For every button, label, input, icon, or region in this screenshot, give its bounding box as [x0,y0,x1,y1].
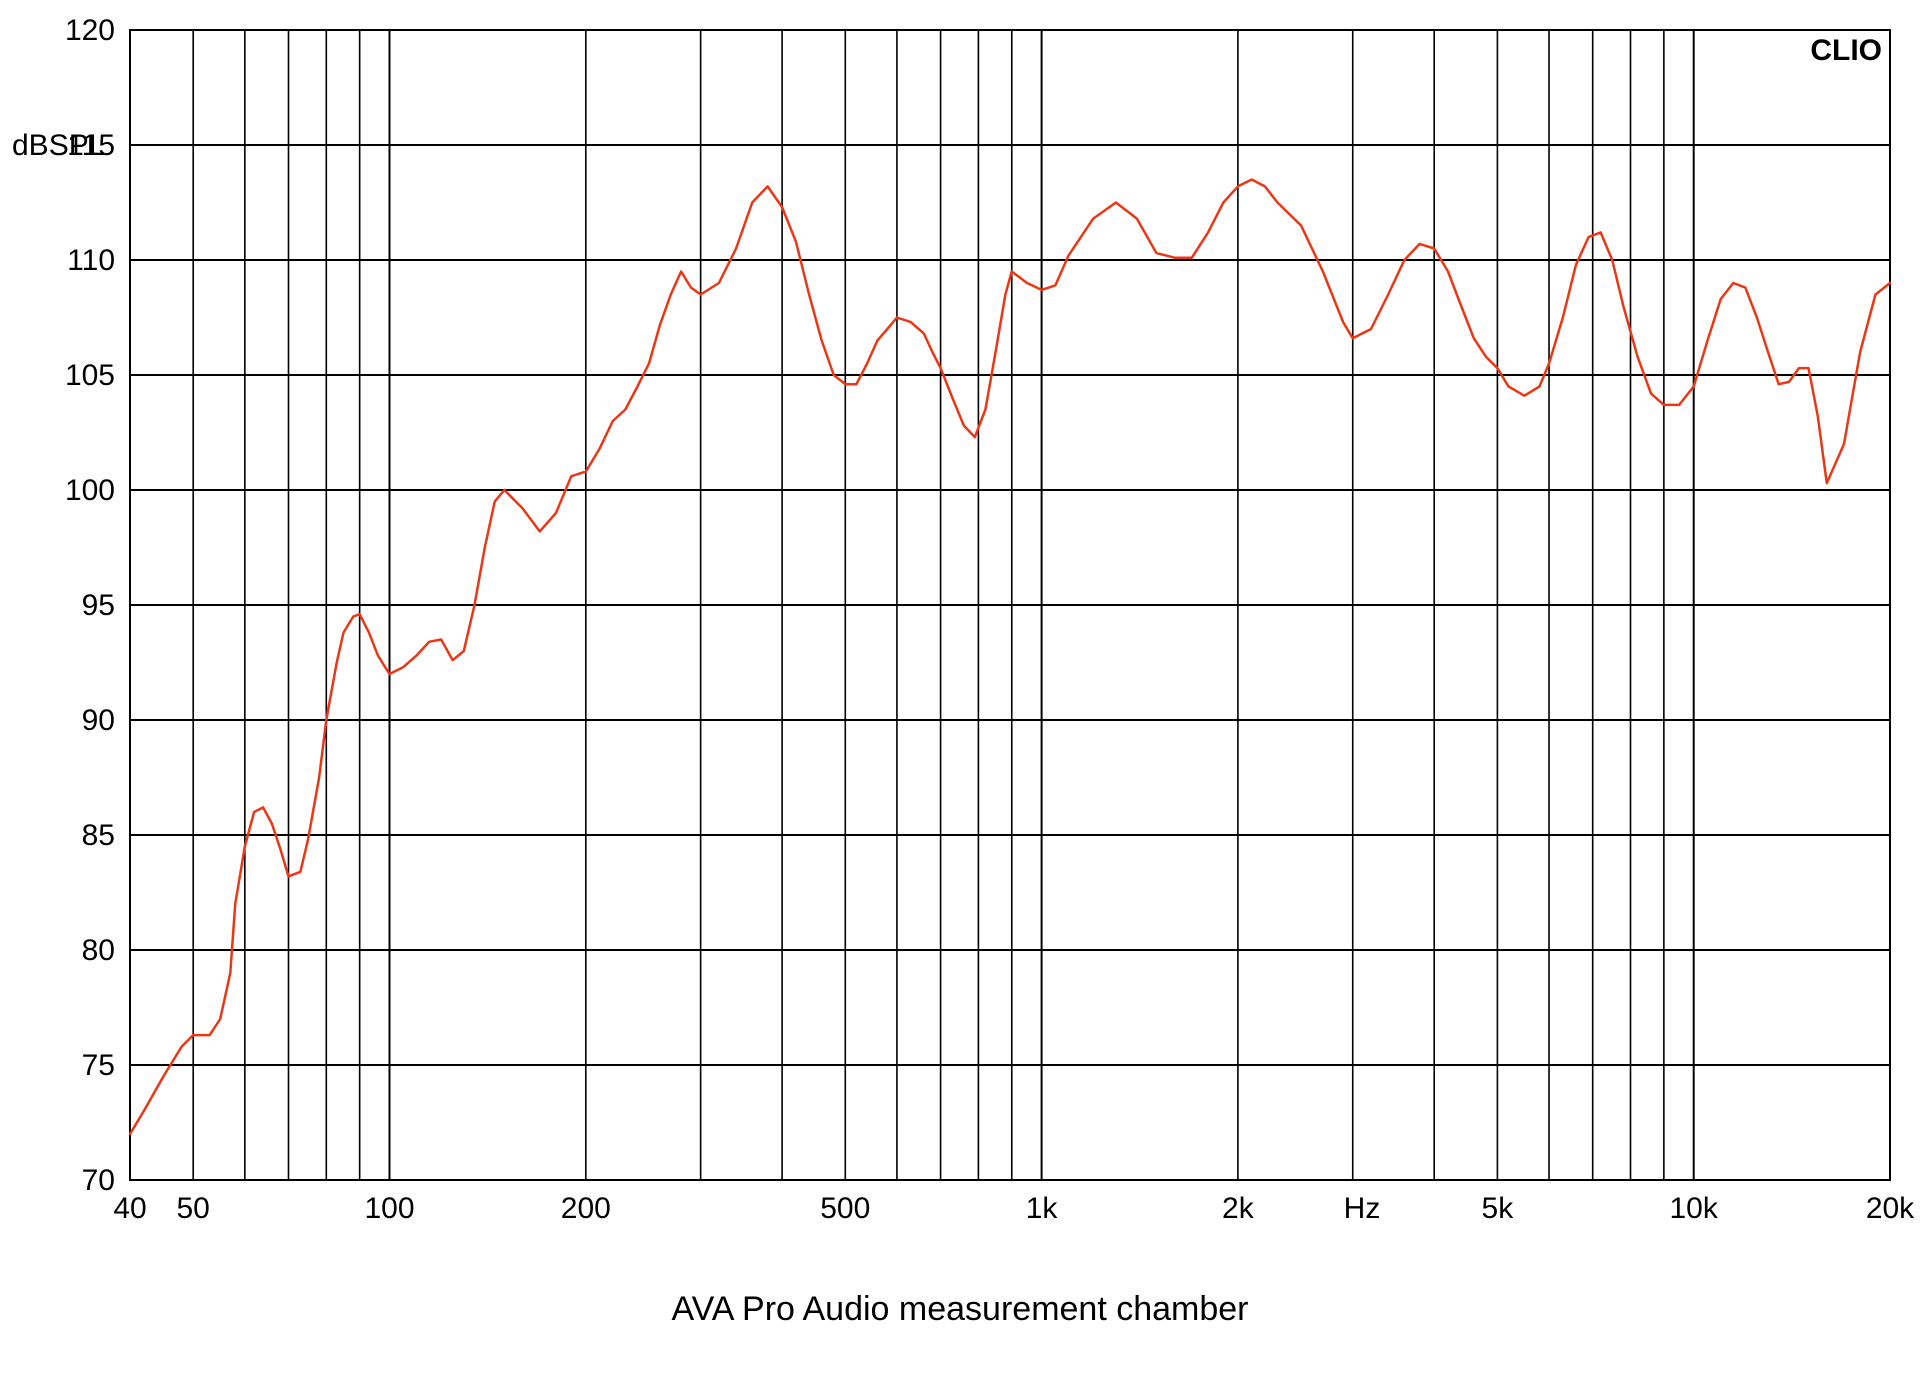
y-tick-label: 105 [65,359,115,392]
chart-caption: AVA Pro Audio measurement chamber [0,1290,1920,1329]
x-tick-label: 40 [113,1192,146,1225]
x-axis-unit-label: Hz [1344,1192,1381,1225]
y-tick-label: 95 [82,589,115,622]
x-tick-label: 100 [364,1192,414,1225]
x-tick-label: 1k [1026,1192,1059,1225]
y-tick-label: 110 [67,244,115,277]
x-tick-label: 50 [177,1192,210,1225]
watermark-label: CLIO [1810,34,1882,67]
x-tick-label: 200 [561,1192,611,1225]
y-tick-label: 120 [65,14,115,47]
y-tick-label: 80 [82,934,115,967]
y-tick-label: 90 [82,704,115,737]
y-tick-label: 85 [82,819,115,852]
frequency-response-chart: 707580859095100105110115120dBSPL40501002… [0,0,1920,1376]
y-tick-label: 100 [65,474,115,507]
x-tick-label: 5k [1482,1192,1515,1225]
y-axis-label: dBSPL [12,129,105,162]
y-tick-label: 70 [82,1164,115,1197]
x-tick-label: 10k [1670,1192,1719,1225]
x-tick-label: 2k [1222,1192,1255,1225]
x-tick-label: 500 [820,1192,870,1225]
chart-svg: 707580859095100105110115120dBSPL40501002… [0,0,1920,1376]
y-tick-label: 75 [82,1049,115,1082]
x-tick-label: 20k [1866,1192,1915,1225]
